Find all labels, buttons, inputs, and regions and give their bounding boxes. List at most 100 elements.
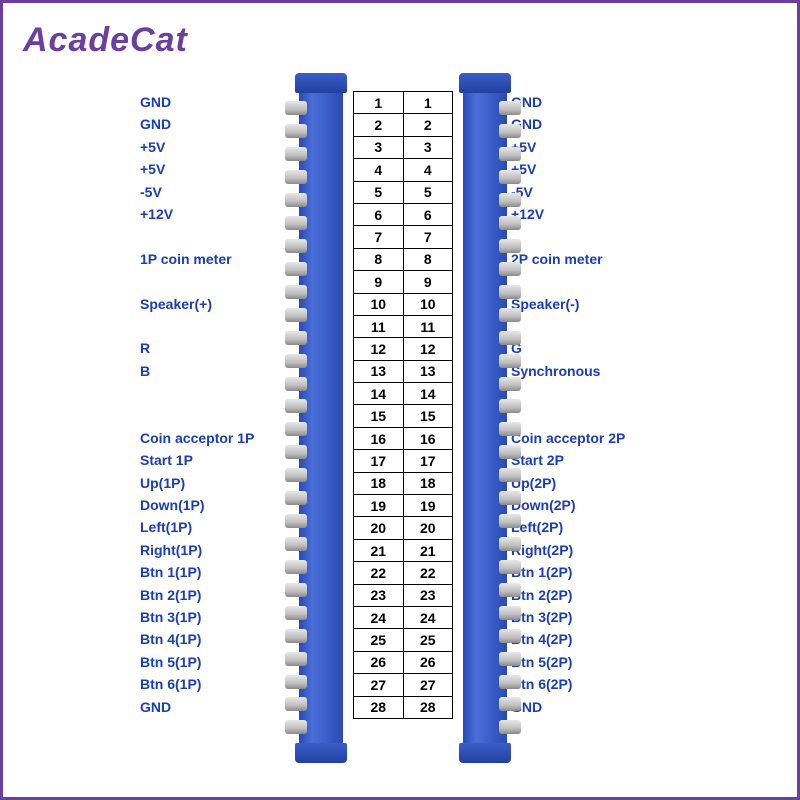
pin-number-cell: 26 — [354, 651, 404, 673]
table-row: 1010 — [354, 293, 453, 315]
pin-number-cell: 9 — [403, 271, 453, 293]
pin-number-cell: 6 — [403, 203, 453, 225]
connector-pin — [285, 262, 307, 276]
connector-pin — [285, 101, 307, 115]
pin-number-cell: 6 — [354, 203, 404, 225]
pin-label-left: B — [140, 360, 295, 382]
pin-label-left: Left(1P) — [140, 516, 295, 538]
pin-number-cell: 19 — [354, 495, 404, 517]
pin-number-cell: 11 — [403, 315, 453, 337]
table-row: 2424 — [354, 606, 453, 628]
pin-number-cell: 27 — [403, 674, 453, 696]
connector-pin — [499, 147, 521, 161]
pin-label-left: Speaker(+) — [140, 293, 295, 315]
pin-number-cell: 25 — [403, 629, 453, 651]
connector-pin — [499, 216, 521, 230]
pin-number-cell: 18 — [403, 472, 453, 494]
table-row: 66 — [354, 203, 453, 225]
connector-pin — [499, 468, 521, 482]
pin-label-right: Right(2P) — [511, 539, 666, 561]
pin-number-cell: 8 — [403, 248, 453, 270]
pin-label-right: Btn 6(2P) — [511, 673, 666, 695]
table-row: 2222 — [354, 562, 453, 584]
connector-pin — [285, 720, 307, 734]
connector-pin — [285, 285, 307, 299]
table-row: 77 — [354, 226, 453, 248]
pin-number-cell: 8 — [354, 248, 404, 270]
pin-label-left: +5V — [140, 136, 295, 158]
table-row: 2828 — [354, 696, 453, 718]
pin-label-right — [511, 382, 666, 404]
pin-number-cell: 10 — [354, 293, 404, 315]
connector-cap-top — [459, 73, 511, 93]
connector-body — [463, 93, 507, 743]
connector-pin — [285, 445, 307, 459]
connector-pin — [285, 399, 307, 413]
pin-label-right: GND — [511, 113, 666, 135]
connector-pin — [499, 720, 521, 734]
pin-label-right: Start 2P — [511, 449, 666, 471]
connector-pin — [285, 124, 307, 138]
pin-label-left: GND — [140, 113, 295, 135]
connector-pin — [285, 170, 307, 184]
right-labels-column: GNDGND+5V+5V-5V+12V2P coin meterSpeaker(… — [511, 73, 666, 718]
pin-label-right: +5V — [511, 136, 666, 158]
pin-number-cell: 17 — [354, 450, 404, 472]
pin-number-cell: 17 — [403, 450, 453, 472]
pin-label-right — [511, 315, 666, 337]
connector-pin — [285, 331, 307, 345]
connector-pin — [499, 331, 521, 345]
pin-label-right: 2P coin meter — [511, 248, 666, 270]
pin-number-cell: 15 — [354, 405, 404, 427]
pin-number-cell: 12 — [354, 338, 404, 360]
pin-label-left: 1P coin meter — [140, 248, 295, 270]
connector-pin — [285, 652, 307, 666]
pin-label-right: Btn 5(2P) — [511, 651, 666, 673]
pin-number-cell: 4 — [403, 159, 453, 181]
pin-label-right: Btn 1(2P) — [511, 561, 666, 583]
pin-label-left: Btn 4(1P) — [140, 628, 295, 650]
table-row: 1111 — [354, 315, 453, 337]
connector-pin — [499, 629, 521, 643]
connector-pin — [499, 124, 521, 138]
pin-number-table: 1122334455667788991010111112121313141415… — [353, 91, 453, 719]
connector-pin — [499, 606, 521, 620]
pin-label-right: Btn 3(2P) — [511, 606, 666, 628]
pin-number-cell: 7 — [354, 226, 404, 248]
table-row: 2727 — [354, 674, 453, 696]
pin-number-cell: 24 — [403, 606, 453, 628]
connector-pin — [499, 170, 521, 184]
table-row: 55 — [354, 181, 453, 203]
connector-pin — [499, 399, 521, 413]
connector-cap-top — [295, 73, 347, 93]
pin-number-cell: 4 — [354, 159, 404, 181]
pin-number-cell: 2 — [354, 114, 404, 136]
pin-number-cell: 28 — [354, 696, 404, 718]
connector-pin — [285, 239, 307, 253]
table-row: 22 — [354, 114, 453, 136]
table-row: 2121 — [354, 539, 453, 561]
table-row: 1717 — [354, 450, 453, 472]
pin-number-cell: 22 — [403, 562, 453, 584]
pin-number-cell: 11 — [354, 315, 404, 337]
pin-label-right: GND — [511, 91, 666, 113]
pin-number-cell: 14 — [354, 383, 404, 405]
connector-pin — [499, 193, 521, 207]
pin-label-left: +5V — [140, 158, 295, 180]
connector-pin — [285, 216, 307, 230]
pin-number-cell: 15 — [403, 405, 453, 427]
pin-label-right: +12V — [511, 203, 666, 225]
pin-label-left: Btn 1(1P) — [140, 561, 295, 583]
pin-label-right: Speaker(-) — [511, 293, 666, 315]
pin-number-cell: 18 — [354, 472, 404, 494]
connector-pin — [499, 537, 521, 551]
pin-label-right: GND — [511, 696, 666, 718]
pin-number-cell: 1 — [354, 92, 404, 114]
pin-label-left: Down(1P) — [140, 494, 295, 516]
pin-label-left — [140, 382, 295, 404]
pin-number-cell: 20 — [354, 517, 404, 539]
connector-pin — [499, 583, 521, 597]
pin-label-left: Btn 5(1P) — [140, 651, 295, 673]
connector-pin — [499, 675, 521, 689]
table-row: 1313 — [354, 360, 453, 382]
